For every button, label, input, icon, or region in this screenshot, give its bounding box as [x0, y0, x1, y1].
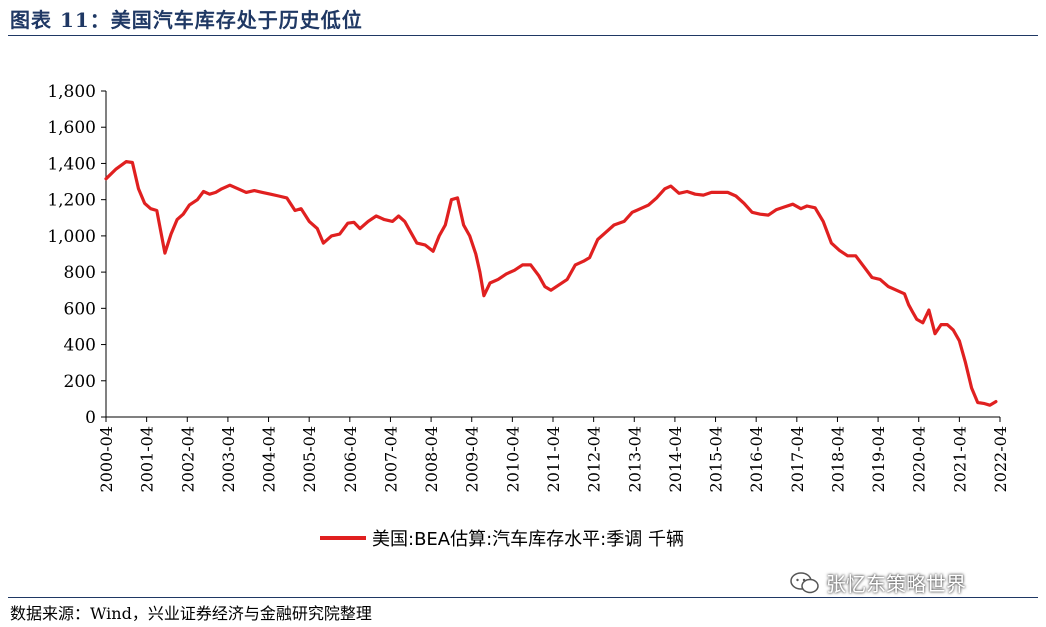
- x-tick-label: 2012-04: [585, 426, 604, 492]
- x-tick-label: 2003-04: [219, 426, 238, 492]
- chart-axes: 0 200 400 600 800 1,000 1,200 1,400 1,600 1,800 20…: [47, 82, 1010, 492]
- watermark: 张忆东策略世界: [790, 568, 966, 597]
- y-tick-label: 1,800: [47, 82, 96, 102]
- y-tick-label: 1,400: [47, 154, 96, 174]
- y-tick-label: 600: [64, 299, 96, 319]
- watermark-text: 张忆东策略世界: [826, 572, 966, 596]
- x-tick-label: 2018-04: [828, 426, 847, 492]
- y-tick-label: 1,600: [47, 118, 96, 138]
- y-tick-label: 800: [64, 263, 96, 283]
- chart-legend: 美国:BEA估算:汽车库存水平:季调 千辆: [320, 525, 684, 551]
- x-tick-label: 2011-04: [544, 426, 563, 492]
- x-tick-label: 2020-04: [910, 426, 929, 492]
- x-tick-label: 2009-04: [463, 426, 482, 492]
- x-tick-label: 2007-04: [381, 426, 400, 492]
- x-tick-label: 2008-04: [422, 426, 441, 492]
- legend-swatch: [320, 536, 366, 540]
- y-tick-label: 1,200: [47, 191, 96, 211]
- y-tick-label: 200: [64, 372, 96, 392]
- legend-label: 美国:BEA估算:汽车库存水平:季调 千辆: [372, 529, 684, 550]
- wechat-icon: [790, 571, 819, 593]
- x-tick-label: 2013-04: [625, 426, 644, 492]
- y-tick-label: 400: [64, 336, 96, 356]
- x-tick-label: 2015-04: [707, 426, 726, 492]
- x-tick-label: 2017-04: [788, 426, 807, 492]
- x-tick-label: 2021-04: [950, 426, 969, 492]
- x-tick-label: 2005-04: [300, 426, 319, 492]
- x-tick-label: 2014-04: [666, 426, 685, 492]
- x-tick-label: 2016-04: [747, 426, 766, 492]
- x-tick-label: 2022-04: [991, 426, 1010, 492]
- x-tick-label: 2001-04: [138, 426, 157, 492]
- x-tick-label: 2019-04: [869, 426, 888, 492]
- y-tick-label: 1,000: [47, 227, 96, 247]
- x-tick-label: 2002-04: [178, 426, 197, 492]
- figure-title: 图表 11：美国汽车库存处于历史低位: [10, 8, 363, 32]
- x-tick-label: 2006-04: [341, 426, 360, 492]
- title-rule: [8, 35, 1038, 36]
- x-tick-label: 2000-04: [97, 426, 116, 492]
- source-note: 数据来源：Wind，兴业证券经济与金融研究院整理: [10, 604, 372, 623]
- chart-plot: [104, 160, 998, 407]
- x-tick-label: 2010-04: [503, 426, 522, 492]
- y-tick-label: 0: [85, 408, 96, 428]
- source-rule: [8, 597, 1038, 598]
- x-tick-label: 2004-04: [260, 426, 279, 492]
- series-line: [104, 160, 998, 407]
